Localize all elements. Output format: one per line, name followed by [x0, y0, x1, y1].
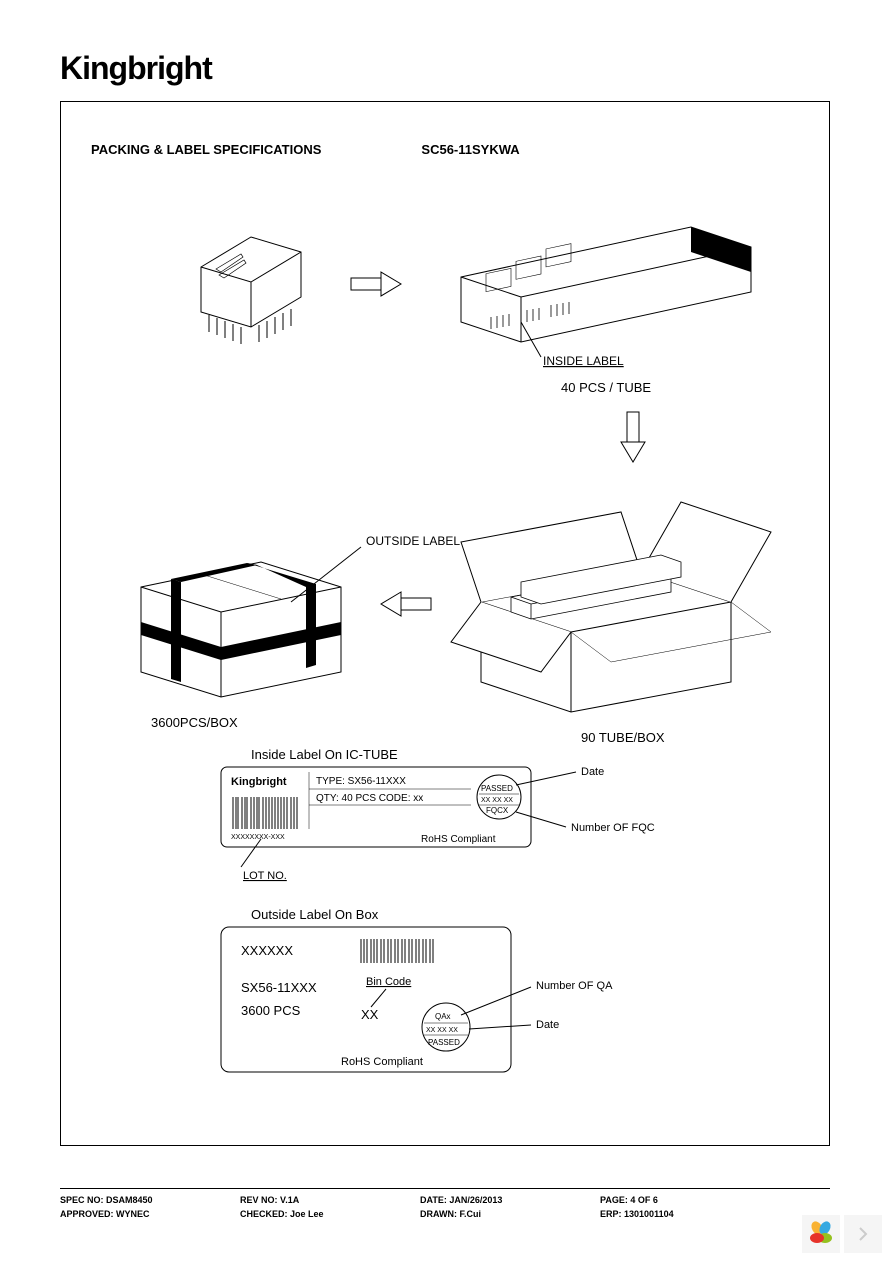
svg-text:SX56-11XXX: SX56-11XXX: [241, 980, 317, 995]
section-title: PACKING & LABEL SPECIFICATIONS: [91, 142, 321, 157]
svg-text:XX XX XX: XX XX XX: [426, 1027, 458, 1034]
svg-text:QAx: QAx: [435, 1012, 451, 1021]
packing-diagram: INSIDE LABEL 40 PCS / TUBE: [91, 207, 811, 1107]
svg-text:XX: XX: [361, 1007, 379, 1022]
date: DATE: JAN/26/2013: [420, 1195, 540, 1205]
main-frame: PACKING & LABEL SPECIFICATIONS SC56-11SY…: [60, 101, 830, 1146]
svg-text:PASSED: PASSED: [481, 784, 513, 793]
svg-text:Number OF QA: Number OF QA: [536, 980, 613, 992]
footer: SPEC NO: DSAM8450 REV NO: V.1A DATE: JAN…: [60, 1188, 830, 1223]
svg-text:QTY: 40 PCS CODE: xx: QTY: 40 PCS CODE: xx: [316, 793, 423, 804]
svg-text:TYPE: SX56-11XXX: TYPE: SX56-11XXX: [316, 776, 406, 787]
svg-text:Number OF FQC: Number OF FQC: [571, 822, 655, 834]
drawn: DRAWN: F.Cui: [420, 1209, 540, 1219]
svg-text:XXXXXX: XXXXXX: [241, 943, 293, 958]
corner-widget: [802, 1215, 882, 1253]
svg-text:Bin Code: Bin Code: [366, 976, 411, 988]
checked: CHECKED: Joe Lee: [240, 1209, 360, 1219]
svg-text:RoHS Compliant: RoHS Compliant: [341, 1056, 423, 1068]
tube-per-box-text: 90 TUBE/BOX: [581, 730, 665, 745]
brand-logo: Kingbright: [60, 50, 832, 87]
flower-icon[interactable]: [802, 1215, 840, 1253]
svg-text:Date: Date: [581, 766, 604, 778]
inside-label-title: Inside Label On IC-TUBE: [251, 747, 398, 762]
box-pcs-text: 3600PCS/BOX: [151, 715, 238, 730]
svg-text:3600 PCS: 3600 PCS: [241, 1003, 301, 1018]
svg-text:FQCX: FQCX: [486, 806, 509, 815]
svg-text:Date: Date: [536, 1019, 559, 1031]
svg-text:RoHS Compliant: RoHS Compliant: [421, 834, 496, 845]
approved: APPROVED: WYNEC: [60, 1209, 180, 1219]
diagram-svg: INSIDE LABEL 40 PCS / TUBE: [91, 207, 811, 1107]
outside-label-title: Outside Label On Box: [251, 907, 379, 922]
svg-text:LOT NO.: LOT NO.: [243, 870, 287, 882]
svg-text:XXXXXXXX-XXX: XXXXXXXX-XXX: [231, 834, 285, 841]
part-number: SC56-11SYKWA: [421, 142, 519, 157]
tube-qty-text: 40 PCS / TUBE: [561, 380, 651, 395]
next-arrow-icon[interactable]: [844, 1215, 882, 1253]
svg-text:PASSED: PASSED: [428, 1038, 460, 1047]
erp: ERP: 1301001104: [600, 1209, 720, 1219]
spec-no: SPEC NO: DSAM8450: [60, 1195, 180, 1205]
inside-label-callout: INSIDE LABEL: [543, 354, 624, 368]
page: PAGE: 4 OF 6: [600, 1195, 720, 1205]
rev-no: REV NO: V.1A: [240, 1195, 360, 1205]
inside-label-brand: Kingbright: [231, 776, 287, 788]
svg-text:XX XX XX: XX XX XX: [481, 797, 513, 804]
outside-label-callout: OUTSIDE LABEL: [366, 534, 460, 548]
